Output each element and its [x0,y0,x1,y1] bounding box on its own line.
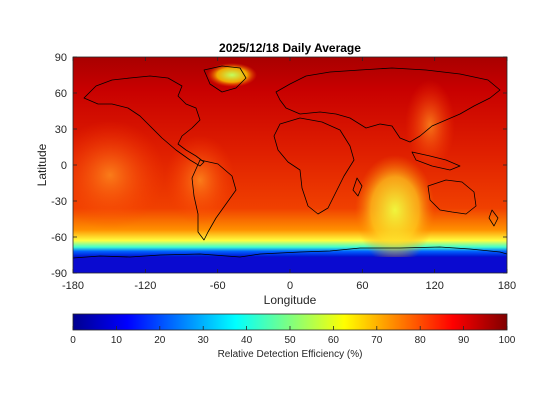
x-tick-label: -120 [134,280,156,292]
y-tick-label: 30 [55,124,67,136]
x-tick-label: -180 [62,280,84,292]
coastline-africa [273,117,355,215]
coastlines [73,65,507,259]
x-tick-label: 0 [287,280,293,292]
y-axis-ticks: 90 60 30 0 -30 -60 -90 [51,52,507,280]
colorbar-tick-label: 60 [328,335,340,346]
colorbar: 0 10 20 30 40 50 60 70 80 90 100 Relative Detectio… [70,313,516,360]
coastline-south-america [191,159,237,241]
coastline-north-america [83,75,205,167]
coastline-new-zealand [488,209,499,227]
x-tick-label: -60 [210,280,226,292]
colorbar-tick-label: 10 [111,335,123,346]
y-tick-label: 60 [55,88,67,100]
colorbar-tick-label: 70 [371,335,383,346]
x-axis-ticks: -180 -120 -60 0 60 120 180 [62,57,516,292]
y-tick-label: 90 [55,52,67,64]
y-tick-label: 0 [61,160,67,172]
colorbar-tick-label: 40 [241,335,253,346]
coastline-antarctica [73,246,507,259]
colorbar-tick-label: 80 [415,335,427,346]
heatmap-field [73,57,507,273]
coastline-greenland [203,65,247,93]
colorbar-tick-label: 30 [198,335,210,346]
heatmap-warm-south-america [165,135,235,225]
x-tick-label: 120 [425,280,443,292]
colorbar-tick-label: 0 [70,335,76,346]
coastline-europe-asia [275,67,501,143]
heatmap-indian-ocean-swath [355,155,435,265]
coastline-australia [427,179,477,215]
colorbar-tick-label: 20 [154,335,166,346]
y-tick-label: -90 [51,268,67,280]
coastline-madagascar [352,177,363,197]
heatmap-greenland-spot [207,63,257,87]
colorbar-label: Relative Detection Efficiency (%) [218,349,363,360]
chart-title: 2025/12/18 Daily Average [219,41,361,55]
y-tick-label: -60 [51,232,67,244]
x-tick-label: 60 [356,280,368,292]
coastline-indonesia [411,151,461,171]
colorbar-ticks: 0 10 20 30 40 50 60 70 80 90 100 [70,326,516,346]
y-tick-label: -30 [51,196,67,208]
x-axis-label: Longitude [264,293,317,307]
heatmap-warm-east-asia [405,80,455,170]
heatmap-warm-pacific [73,120,165,230]
colorbar-tick-label: 50 [284,335,296,346]
x-tick-label: 180 [498,280,516,292]
heatmap-antarctic-band [73,257,507,273]
colorbar-tick-label: 90 [458,335,470,346]
colorbar-tick-label: 100 [499,335,516,346]
y-axis-label: Latitude [35,143,49,186]
heatmap-plot-area: -180 -120 -60 0 60 120 180 90 60 30 0 -30 -60 -90 [51,52,516,292]
